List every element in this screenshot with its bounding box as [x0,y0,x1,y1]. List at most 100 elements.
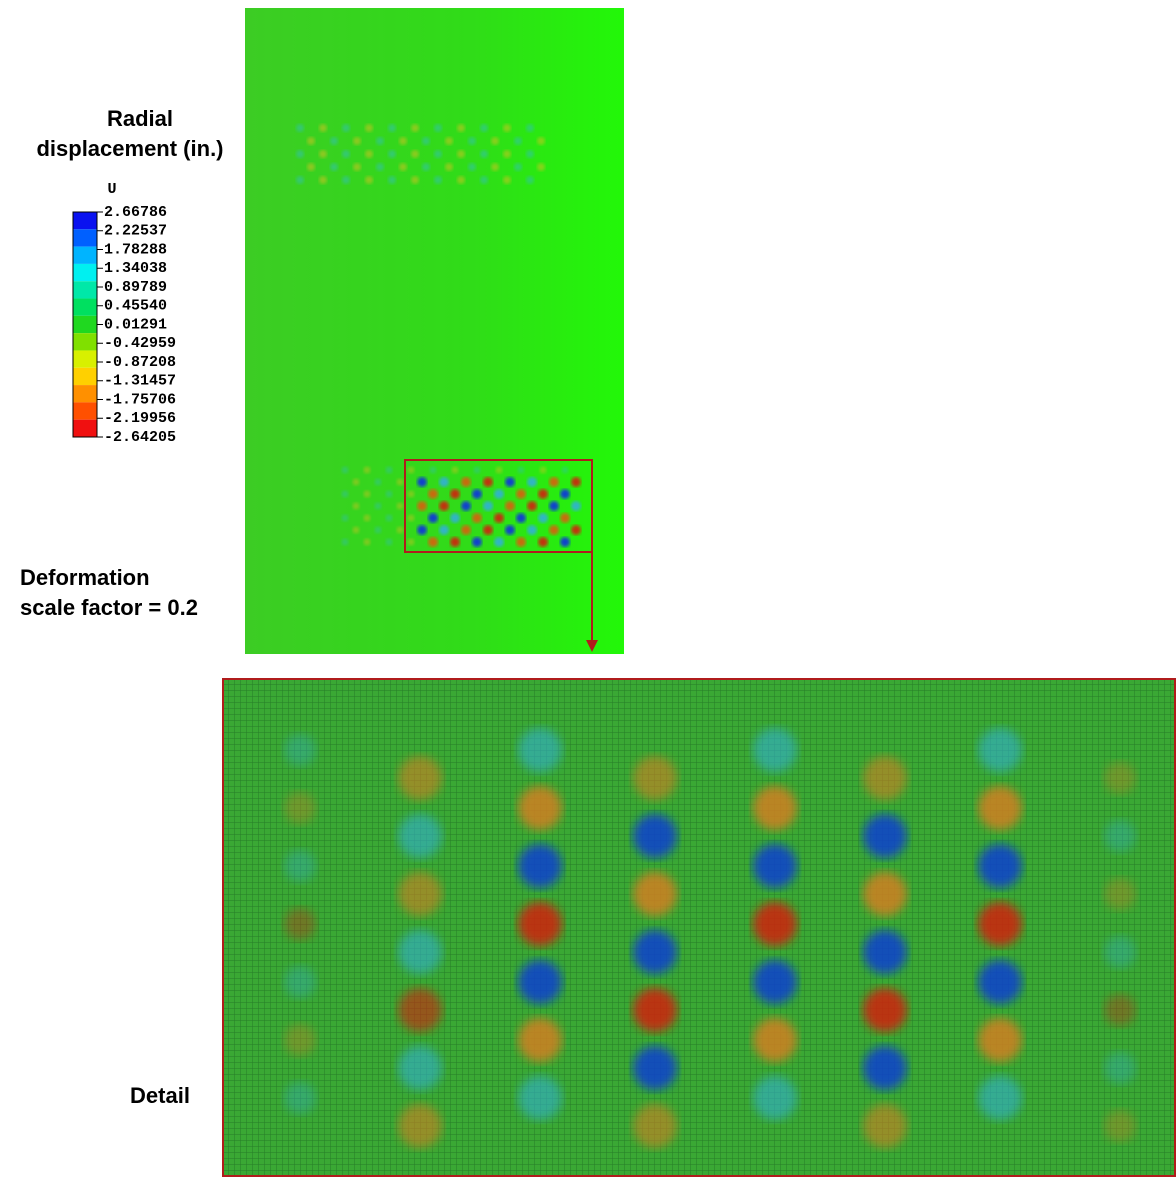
dimple [863,1046,907,1090]
dimple [978,1018,1022,1062]
dimple [284,1082,316,1114]
dimple [341,514,349,522]
dimple [450,513,460,523]
dimple [518,1076,562,1120]
legend-label: -1.75706 [104,391,176,408]
dimple [363,514,371,522]
dimple [398,988,442,1032]
dimple [296,150,304,158]
legend-band [73,298,97,316]
dimple [863,930,907,974]
dimple [398,814,442,858]
contour-plot [245,8,624,654]
dimple [434,150,442,158]
dimple [516,537,526,547]
dimple [365,124,373,132]
legend-label: 0.01291 [104,316,167,333]
legend-label: -2.19956 [104,410,176,427]
legend-band [73,229,97,247]
dimple [284,792,316,824]
dimple [461,477,471,487]
dimple [385,514,393,522]
dimple [483,501,493,511]
dimple [461,501,471,511]
legend-label: 1.34038 [104,260,167,277]
dimple [978,902,1022,946]
legend-band [73,350,97,368]
dimple [457,150,465,158]
dimple [352,502,360,510]
dimple [549,525,559,535]
legend-band [73,419,97,437]
detail-label: Detail [130,1083,190,1108]
dimple [457,176,465,184]
dimple [1104,1110,1136,1142]
legend-title: Radial [107,106,173,131]
dimple [978,960,1022,1004]
dimple [538,537,548,547]
dimple [434,176,442,184]
dimple [1104,878,1136,910]
legend-band [73,281,97,299]
dimple [1104,994,1136,1026]
dimple [527,525,537,535]
legend-label: 0.89789 [104,279,167,296]
dimple [753,1018,797,1062]
dimple [363,538,371,546]
dimple [633,756,677,800]
legend-label: 2.66786 [104,204,167,221]
dimple [633,1046,677,1090]
dimple [505,477,515,487]
annotation: Deformation [20,565,150,590]
dimple [398,1104,442,1148]
dimple [753,728,797,772]
dimple [1104,1052,1136,1084]
dimple [388,176,396,184]
dimple [429,466,437,474]
dimple [428,513,438,523]
dimple [1104,936,1136,968]
dimple [505,525,515,535]
legend-title: displacement (in.) [36,136,223,161]
detail-dimples [284,728,1136,1148]
dimple [342,124,350,132]
dimple [518,960,562,1004]
dimple [518,902,562,946]
dimple [518,1018,562,1062]
dimple [561,466,569,474]
dimple [365,176,373,184]
legend-band [73,385,97,403]
dimple [439,525,449,535]
dimple [560,489,570,499]
dimple [538,489,548,499]
dimple [473,466,481,474]
dimple [398,1046,442,1090]
dimple [516,489,526,499]
dimple [495,466,503,474]
dimple [518,786,562,830]
dimple [863,1104,907,1148]
legend-label: 0.45540 [104,298,167,315]
dimple [352,526,360,534]
legend-label: -1.31457 [104,373,176,390]
dimple [434,124,442,132]
dimple [539,466,547,474]
dimple [468,163,476,171]
dimple [633,872,677,916]
dimple [472,513,482,523]
dimple [284,1024,316,1056]
dimple [978,728,1022,772]
dimple [422,163,430,171]
dimple [514,137,522,145]
dimple [388,124,396,132]
dimple [399,163,407,171]
dimple [445,137,453,145]
legend-variable: U [107,181,116,198]
dimple [753,960,797,1004]
dimple [538,513,548,523]
dimple [363,466,371,474]
dimple [549,501,559,511]
dimple [537,163,545,171]
detail-box [404,459,593,553]
